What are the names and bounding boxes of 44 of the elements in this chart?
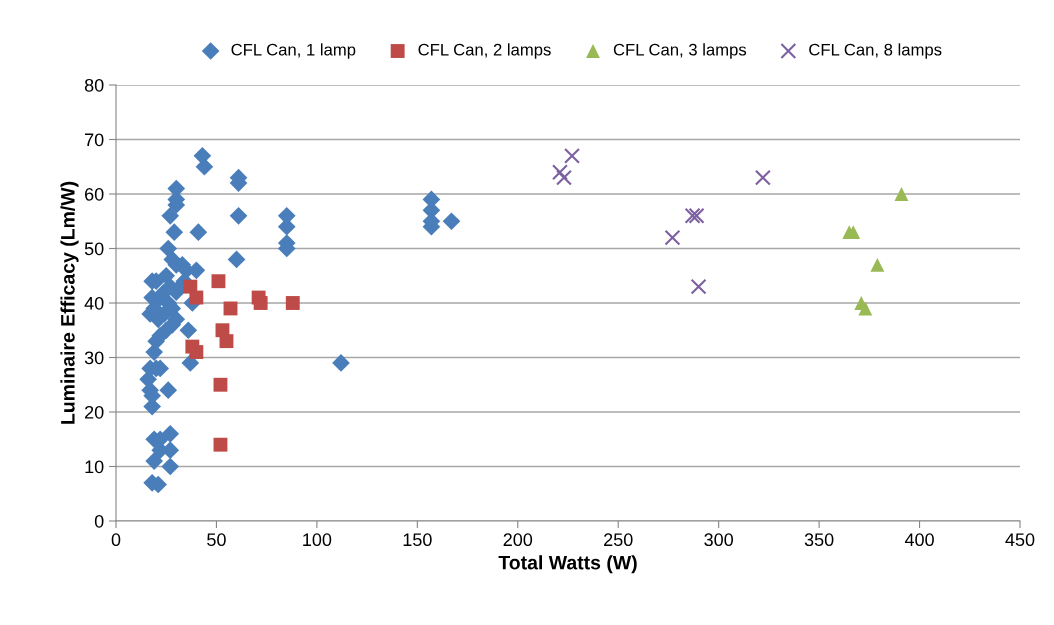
x-tick-label: 450 <box>1005 533 1035 547</box>
point <box>189 345 204 359</box>
point <box>664 229 681 246</box>
point <box>688 207 705 224</box>
point <box>551 164 568 181</box>
x-axis-title: Total Watts (W) <box>498 555 637 574</box>
x-tick-label: 150 <box>403 533 432 547</box>
point <box>684 207 701 224</box>
x-tick-label: 350 <box>804 533 834 547</box>
point <box>690 278 707 295</box>
y-tick-label: 80 <box>84 78 104 92</box>
y-tick-label: 0 <box>94 514 104 528</box>
point <box>253 296 268 310</box>
x-tick-label: 250 <box>604 533 633 547</box>
y-axis-title: Luminaire Efficacy (Lm/W) <box>60 181 79 424</box>
point <box>213 437 228 452</box>
y-tick-label: 40 <box>84 296 104 310</box>
point <box>754 169 771 186</box>
legend-label: CFL Can, 8 lamps <box>809 43 942 59</box>
legend-label: CFL Can, 3 lamps <box>613 43 747 59</box>
y-tick-label: 30 <box>84 351 104 365</box>
point <box>189 290 204 305</box>
x-tick-label: 300 <box>704 533 734 547</box>
legend-label: CFL Can, 2 lamps <box>418 43 551 59</box>
point <box>213 377 228 392</box>
point <box>211 274 226 289</box>
y-tick-label: 60 <box>85 187 104 201</box>
x-tick-label: 100 <box>303 533 332 547</box>
point <box>564 147 580 164</box>
legend-label: CFL Can, 1 lamp <box>231 43 356 59</box>
y-tick-label: 70 <box>85 133 104 147</box>
point <box>870 257 885 272</box>
point <box>858 301 873 316</box>
x-tick-label: 400 <box>904 533 934 547</box>
y-tick-label: 10 <box>85 460 104 474</box>
point <box>219 334 234 349</box>
x-tick-label: 50 <box>207 533 226 547</box>
point <box>285 296 300 310</box>
y-tick-label: 20 <box>85 405 104 419</box>
x-tick-label: 200 <box>503 533 533 547</box>
point <box>894 187 909 201</box>
y-tick-label: 50 <box>84 242 104 256</box>
point <box>556 169 572 186</box>
x-tick-label: 0 <box>111 533 121 547</box>
